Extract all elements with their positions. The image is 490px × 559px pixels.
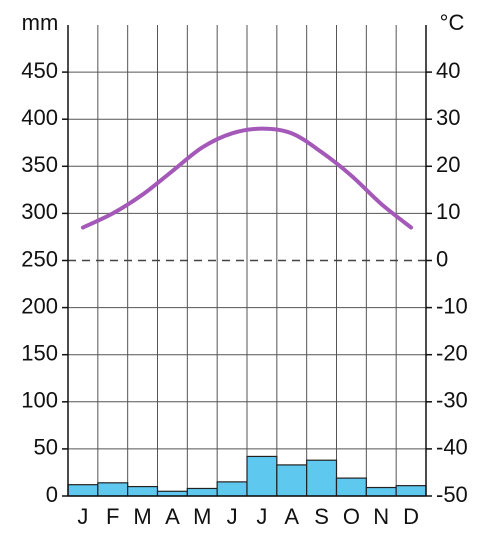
y2-axis-label: °C — [440, 10, 465, 35]
temperature-line — [80, 126, 414, 230]
y-tick-label: 200 — [21, 293, 58, 318]
y-tick-label: 50 — [34, 435, 58, 460]
y2-tick-label: 20 — [436, 152, 460, 177]
x-tick-label: A — [284, 504, 299, 529]
x-tick-label: O — [343, 504, 360, 529]
y2-tick-label: -40 — [436, 435, 468, 460]
y-tick-label: 150 — [21, 341, 58, 366]
precipitation-bar — [216, 481, 248, 497]
precipitation-bar — [127, 485, 159, 497]
x-tick-label: S — [314, 504, 329, 529]
y-tick-label: 0 — [46, 482, 58, 507]
x-tick-label: J — [256, 504, 267, 529]
y2-tick-label: -20 — [436, 341, 468, 366]
y2-tick-label: 10 — [436, 199, 460, 224]
precipitation-bar — [246, 455, 278, 497]
x-tick-label: A — [165, 504, 180, 529]
x-tick-label: N — [373, 504, 389, 529]
y2-tick-label: 30 — [436, 105, 460, 130]
y-tick-label: 100 — [21, 388, 58, 413]
y-axis-label: mm — [22, 10, 59, 35]
y-tick-label: 250 — [21, 246, 58, 271]
x-tick-label: J — [77, 504, 88, 529]
x-tick-label: M — [133, 504, 151, 529]
y2-tick-label: -50 — [436, 482, 468, 507]
y2-tick-label: -30 — [436, 388, 468, 413]
precipitation-bar — [97, 482, 129, 497]
x-tick-label: D — [403, 504, 419, 529]
y-tick-label: 450 — [21, 58, 58, 83]
y-tick-label: 300 — [21, 199, 58, 224]
y2-tick-label: 0 — [436, 246, 448, 271]
precipitation-bar — [186, 487, 218, 497]
y-tick-label: 400 — [21, 105, 58, 130]
y2-tick-label: 40 — [436, 58, 460, 83]
x-tick-label: F — [106, 504, 119, 529]
y-tick-label: 350 — [21, 152, 58, 177]
y2-tick-label: -10 — [436, 293, 468, 318]
precipitation-bar — [335, 477, 367, 497]
precipitation-bar — [306, 459, 338, 497]
precipitation-bar — [395, 485, 427, 497]
x-tick-label: M — [193, 504, 211, 529]
precipitation-bar — [365, 486, 397, 497]
x-tick-label: J — [227, 504, 238, 529]
precipitation-bar — [276, 464, 308, 497]
precipitation-bar — [67, 484, 99, 497]
